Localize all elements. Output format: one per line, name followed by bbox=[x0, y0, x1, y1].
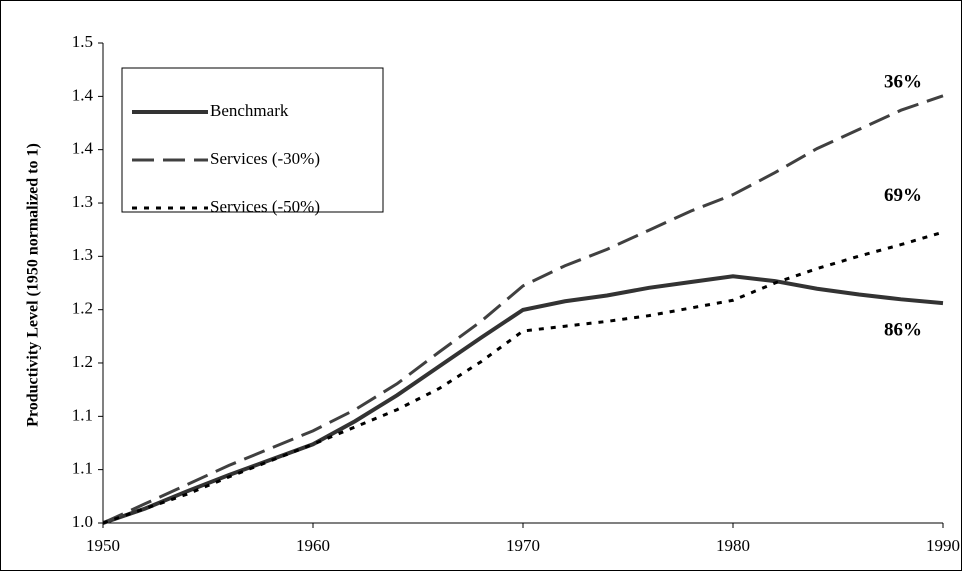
x-tick-label: 1970 bbox=[506, 536, 540, 555]
legend-box bbox=[121, 67, 384, 213]
y-tick-label: 1.5 bbox=[72, 32, 93, 51]
y-tick-label: 1.0 bbox=[72, 512, 93, 531]
legend-label: Services (-50%) bbox=[210, 197, 320, 216]
y-tick-label: 1.1 bbox=[72, 405, 93, 424]
y-tick-label: 1.4 bbox=[72, 139, 94, 158]
y-tick-label: 1.4 bbox=[72, 85, 94, 104]
y-tick-label: 1.3 bbox=[72, 192, 93, 211]
x-tick-label: 1950 bbox=[86, 536, 120, 555]
x-tick-label: 1990 bbox=[926, 536, 960, 555]
series-line bbox=[102, 274, 944, 525]
annotation: 36% bbox=[884, 72, 922, 93]
y-tick-label: 1.1 bbox=[72, 459, 93, 478]
x-tick-label: 1960 bbox=[296, 536, 330, 555]
y-axis-label: Productivity Level (1950 normalized to 1… bbox=[25, 143, 42, 427]
y-tick-label: 1.2 bbox=[72, 299, 93, 318]
series-line bbox=[102, 94, 944, 525]
legend-label: Benchmark bbox=[210, 101, 289, 120]
annotation: 69% bbox=[884, 185, 922, 206]
legend-label: Services (-30%) bbox=[210, 149, 320, 168]
x-tick-label: 1980 bbox=[716, 536, 750, 555]
y-tick-label: 1.2 bbox=[72, 352, 93, 371]
annotation: 86% bbox=[884, 319, 922, 340]
y-tick-label: 1.3 bbox=[72, 245, 93, 264]
